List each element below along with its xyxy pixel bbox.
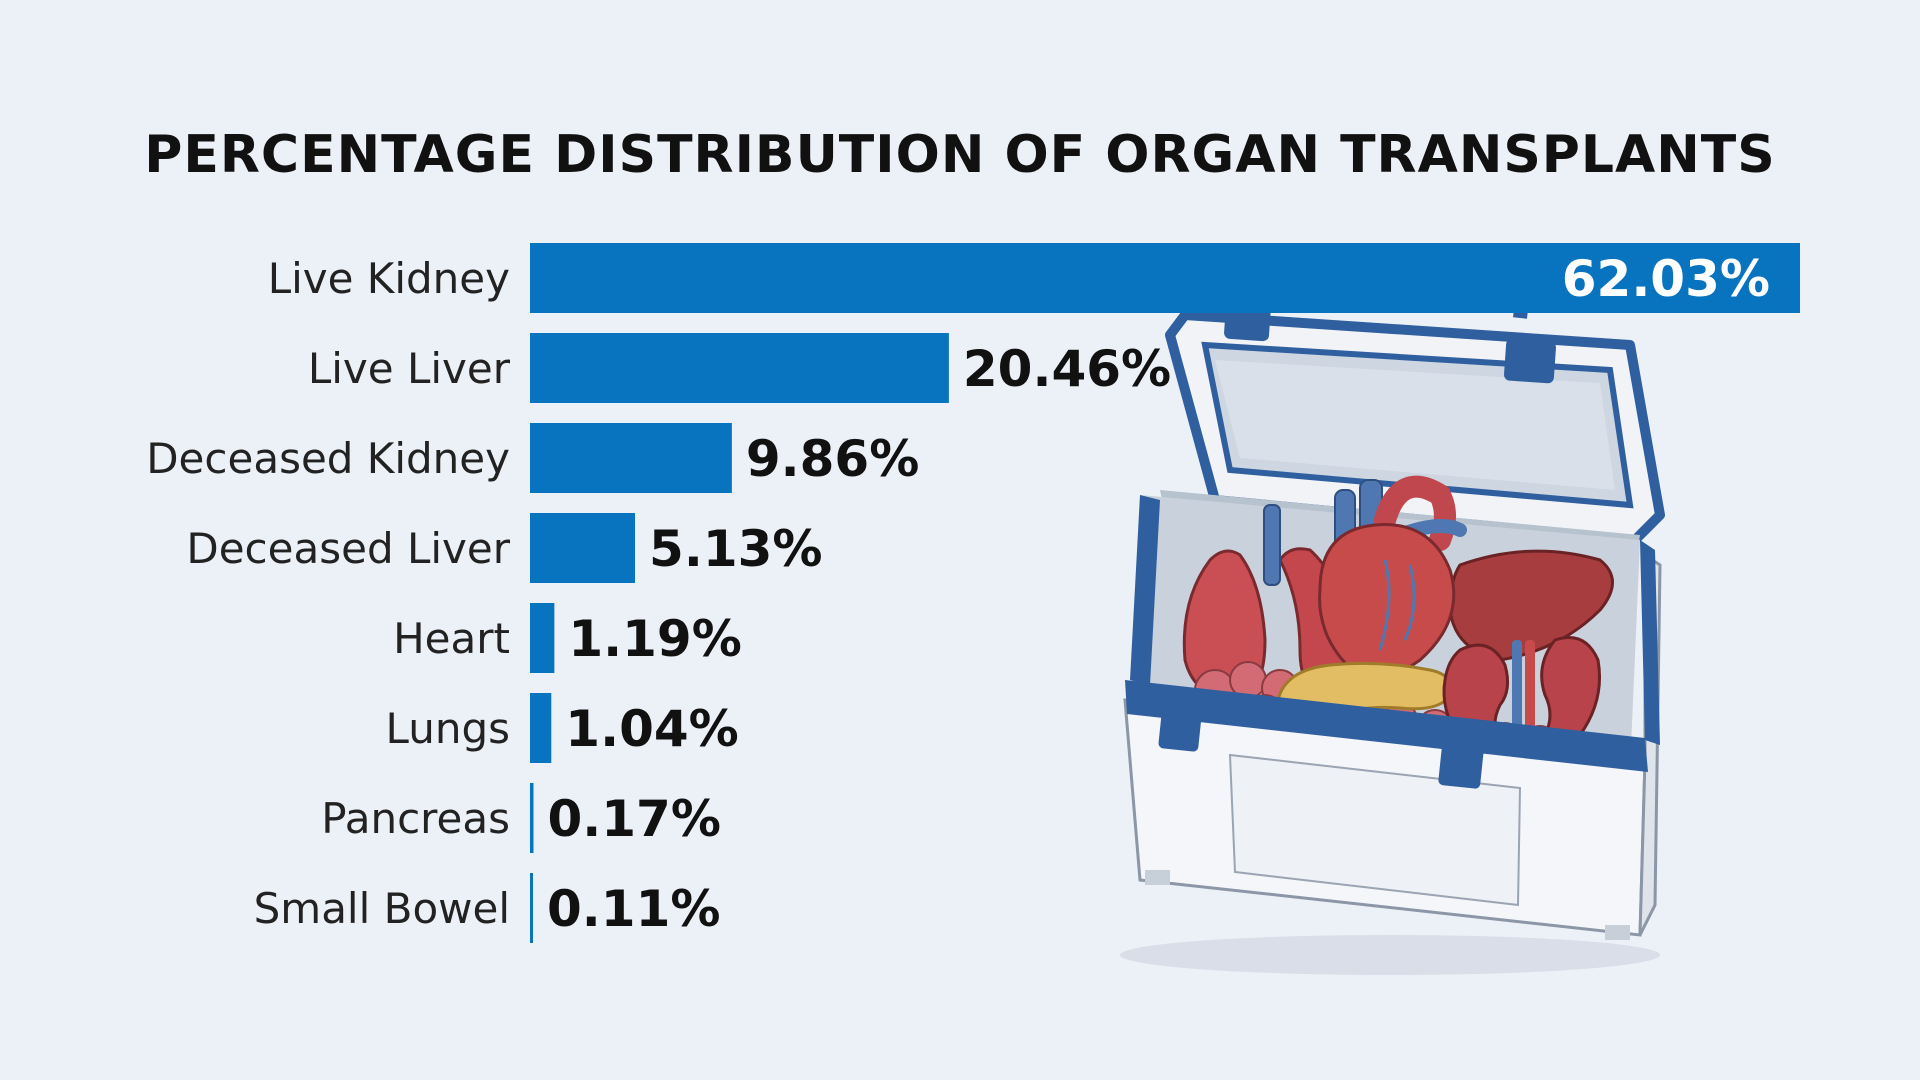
bar-deceased-liver <box>530 513 636 583</box>
value-label: 9.86% <box>746 430 919 488</box>
bar-live-liver <box>530 333 949 403</box>
category-label: Live Kidney <box>268 254 510 303</box>
category-label: Deceased Kidney <box>146 434 510 483</box>
value-label: 1.19% <box>568 610 741 668</box>
category-label: Pancreas <box>321 794 510 843</box>
bar-live-kidney <box>530 243 1800 313</box>
value-label: 0.11% <box>547 880 720 938</box>
value-label: 1.04% <box>565 700 738 758</box>
cooler-with-organs-icon <box>1120 255 1665 975</box>
bar-heart <box>530 603 555 673</box>
category-label: Small Bowel <box>254 884 510 933</box>
category-label: Deceased Liver <box>186 524 510 573</box>
category-label: Live Liver <box>308 344 511 393</box>
bar-lungs <box>530 693 552 763</box>
value-label: 5.13% <box>649 520 822 578</box>
bar-deceased-kidney <box>530 423 732 493</box>
bars-group: Live Kidney 62.03% Live Liver 20.46% Decease… <box>146 243 1800 943</box>
cooler-body <box>1123 495 1662 940</box>
value-label: 20.46% <box>963 340 1171 398</box>
value-label: 62.03% <box>1562 250 1770 308</box>
category-label: Lungs <box>386 704 510 753</box>
chart-title: PERCENTAGE DISTRIBUTION OF ORGAN TRANSPL… <box>144 125 1775 185</box>
category-label: Heart <box>393 614 510 663</box>
bar-small-bowel <box>530 873 533 943</box>
cooler-lid <box>1165 298 1665 545</box>
value-label: 0.17% <box>547 790 720 848</box>
heart-shape <box>1318 475 1467 692</box>
bar-pancreas <box>530 783 534 853</box>
